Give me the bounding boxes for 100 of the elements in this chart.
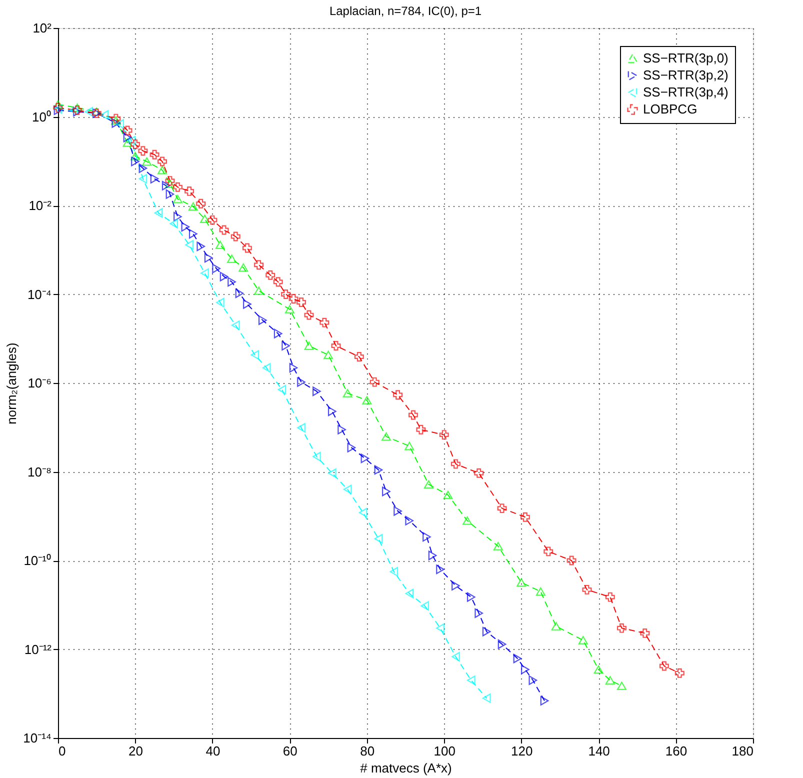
point [582, 584, 592, 594]
point [640, 628, 650, 638]
point [328, 468, 336, 478]
point [138, 146, 148, 156]
x-tick-label: 40 [206, 744, 220, 758]
point [381, 432, 391, 441]
point [404, 442, 414, 450]
point [452, 652, 460, 662]
y-tick-label: 10² [32, 20, 52, 36]
point [498, 639, 506, 649]
x-tick-label: 60 [282, 744, 298, 758]
point [382, 486, 390, 496]
point [230, 232, 240, 242]
x-tick-label: 180 [732, 744, 754, 758]
point [474, 468, 484, 478]
point [258, 315, 267, 325]
point [474, 608, 484, 618]
point [231, 320, 240, 330]
point [69, 106, 78, 115]
point [297, 423, 306, 432]
legend-label: SS−RTR(3p,4) [643, 84, 728, 100]
point [174, 212, 182, 222]
point [331, 341, 341, 351]
y-tick-label: 10⁻¹² [24, 642, 52, 657]
point [122, 138, 132, 147]
legend-label: SS−RTR(3p,2) [643, 68, 728, 82]
point [266, 270, 276, 280]
point [112, 118, 120, 128]
point [200, 214, 210, 224]
point [123, 132, 132, 142]
y-tick-label: 10⁻⁸ [28, 464, 52, 480]
point [312, 452, 321, 462]
point [394, 506, 402, 516]
point [324, 350, 334, 360]
point [304, 342, 314, 350]
point [185, 240, 194, 250]
point [297, 377, 306, 387]
point [540, 696, 549, 706]
point [122, 126, 132, 136]
point [594, 665, 604, 674]
point [278, 384, 286, 394]
point [288, 294, 298, 304]
point [482, 626, 491, 636]
chart-title: Laplacian, n=784, IC(0), p=1 [329, 4, 482, 18]
point [158, 156, 167, 166]
point [216, 298, 224, 308]
point [408, 410, 418, 420]
point [436, 623, 444, 633]
point [304, 310, 314, 320]
x-tick-label: 20 [128, 744, 143, 758]
point [284, 305, 294, 314]
point [551, 622, 561, 630]
point [342, 388, 352, 398]
point [154, 208, 163, 218]
point [150, 174, 159, 184]
point [274, 328, 282, 338]
point [165, 176, 175, 186]
legend-label: SS−RTR(3p,0) [643, 50, 728, 66]
x-tick-label: 140 [588, 744, 610, 758]
x-axis-title: # matvecs (A*x) [360, 760, 452, 776]
point [254, 286, 264, 295]
y-tick-label: 10⁻⁶ [28, 376, 52, 390]
point [466, 592, 476, 602]
x-tick-label: 0 [58, 744, 66, 758]
point [482, 693, 491, 703]
point [360, 454, 370, 464]
point [196, 198, 206, 208]
point [374, 534, 383, 544]
y-tick-label: 10⁰ [32, 109, 52, 124]
point [228, 277, 236, 287]
point [605, 676, 615, 684]
point [528, 676, 538, 685]
point [273, 277, 283, 287]
point [181, 222, 190, 232]
point [243, 299, 252, 309]
y-tick-label: 10⁻⁴ [27, 286, 52, 302]
x-tick-label: 80 [360, 744, 375, 758]
point [127, 136, 136, 146]
point [282, 341, 290, 351]
point [659, 661, 669, 671]
x-tick-label: 160 [665, 744, 688, 758]
point [566, 556, 576, 566]
point [605, 592, 615, 602]
y-axis-title: norm₂(angles) [4, 342, 20, 424]
point [242, 243, 252, 253]
point [338, 424, 346, 434]
point [235, 288, 244, 298]
point [162, 180, 170, 190]
x-tick-label: 120 [510, 744, 533, 758]
point [84, 106, 94, 116]
point [215, 240, 225, 249]
point [111, 116, 121, 125]
point [358, 508, 368, 518]
point [422, 532, 431, 542]
point [343, 484, 352, 494]
point [536, 587, 546, 596]
point [439, 430, 449, 440]
point [516, 578, 526, 587]
point [513, 654, 522, 664]
point [262, 363, 271, 373]
